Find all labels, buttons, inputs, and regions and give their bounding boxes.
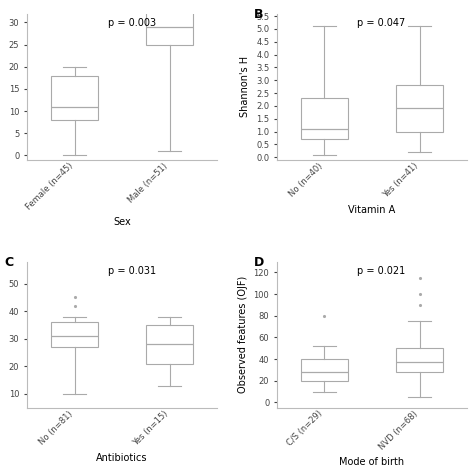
X-axis label: Mode of birth: Mode of birth bbox=[339, 457, 404, 467]
X-axis label: Vitamin A: Vitamin A bbox=[348, 205, 396, 215]
Y-axis label: Observed features (OJF): Observed features (OJF) bbox=[238, 276, 248, 393]
Text: D: D bbox=[254, 256, 264, 269]
PathPatch shape bbox=[301, 98, 348, 139]
X-axis label: Sex: Sex bbox=[113, 217, 131, 227]
PathPatch shape bbox=[396, 85, 443, 131]
PathPatch shape bbox=[146, 9, 193, 45]
Text: C: C bbox=[4, 256, 13, 269]
PathPatch shape bbox=[396, 348, 443, 372]
Text: p = 0.047: p = 0.047 bbox=[357, 18, 406, 28]
Text: p = 0.021: p = 0.021 bbox=[357, 266, 406, 276]
PathPatch shape bbox=[146, 325, 193, 364]
X-axis label: Antibiotics: Antibiotics bbox=[96, 453, 148, 463]
PathPatch shape bbox=[51, 75, 98, 120]
PathPatch shape bbox=[51, 322, 98, 347]
PathPatch shape bbox=[301, 359, 348, 381]
Text: B: B bbox=[254, 8, 264, 21]
Y-axis label: Shannon's H: Shannon's H bbox=[240, 56, 250, 117]
Text: p = 0.003: p = 0.003 bbox=[108, 18, 155, 28]
Text: p = 0.031: p = 0.031 bbox=[108, 266, 155, 276]
